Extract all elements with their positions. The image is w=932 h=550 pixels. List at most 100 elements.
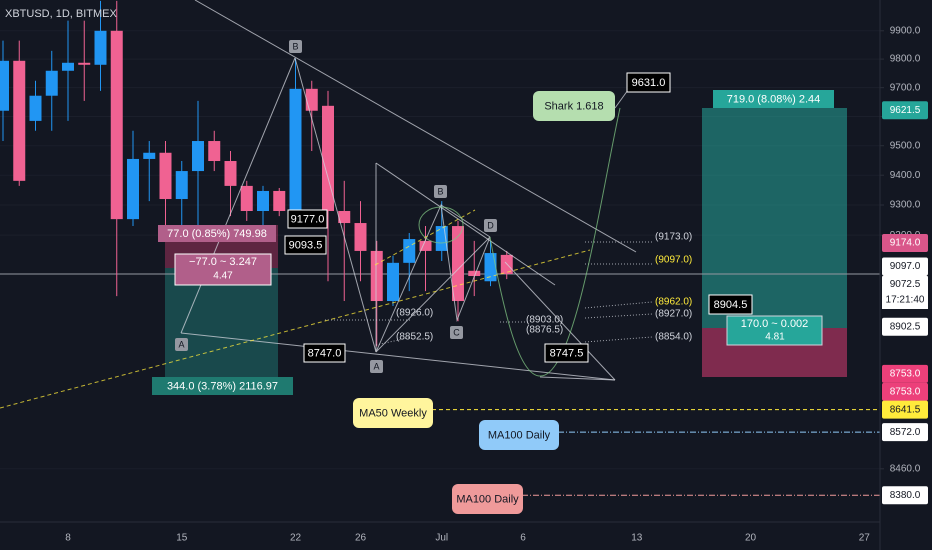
- trend-line: [180, 332, 616, 381]
- candle-body: [0, 60, 9, 111]
- annotation-box: [434, 185, 447, 198]
- annotation-box: [287, 209, 328, 229]
- price-marker: [882, 486, 928, 505]
- axis-layer: 9900.09800.09700.09600.09500.09400.09300…: [65, 25, 928, 544]
- y-tick-label: 9900.0: [890, 25, 921, 36]
- x-tick-label: 6: [520, 533, 526, 544]
- price-marker: [882, 400, 928, 419]
- candle-body: [305, 88, 318, 111]
- annotation-box: [533, 91, 615, 121]
- annotation-label: A: [178, 339, 184, 349]
- annotation-label: (8962.0): [655, 297, 692, 308]
- candle-body: [143, 152, 156, 159]
- annotation-box: [479, 420, 559, 450]
- price-marker: [882, 317, 928, 336]
- price-marker-label: 8572.0: [890, 427, 921, 438]
- price-marker-label: 9072.5: [890, 279, 921, 290]
- candle-body: [370, 250, 383, 302]
- price-marker-label: 8753.0: [890, 369, 921, 380]
- candle-body: [110, 30, 123, 220]
- candle-body: [452, 226, 464, 302]
- countdown-box: [882, 291, 928, 309]
- candle-body: [45, 70, 58, 96]
- candle-body: [403, 239, 416, 263]
- annotation-box: [158, 225, 276, 242]
- annotation-box: [708, 294, 753, 315]
- candle-body: [240, 185, 253, 212]
- candle-body: [257, 190, 269, 212]
- callout-line: [614, 89, 629, 109]
- annotation-label: (9173.0): [655, 232, 692, 243]
- price-marker: [882, 364, 928, 383]
- price-marker-label: 8902.5: [890, 321, 921, 332]
- candle-body: [354, 223, 367, 251]
- y-tick-label: 9700.0: [890, 82, 921, 93]
- price-marker: [882, 275, 928, 294]
- x-tick-label: 27: [859, 533, 871, 544]
- price-marker: [882, 382, 928, 401]
- projection-curve: [418, 206, 464, 244]
- annotation-box: [303, 343, 346, 363]
- x-tick-label: 20: [745, 533, 757, 544]
- annotation-layer: 77.0 (0.85%) 749.98 9177.0 9093.5 −77.0 ~ 3…: [152, 40, 834, 514]
- annotation-label: (9097.0): [655, 255, 692, 266]
- level-line: [584, 336, 653, 343]
- price-marker: [882, 101, 928, 120]
- annotation-label: (8876.5): [526, 325, 563, 336]
- annotation-label: 9631.0: [632, 77, 666, 89]
- projection-curve: [489, 107, 621, 377]
- y-tick-label: 9800.0: [890, 54, 921, 65]
- pattern-leg: [294, 57, 377, 353]
- annotation-label: (8927.0): [655, 309, 692, 320]
- annotation-label: (8903.0): [526, 315, 563, 326]
- annotation-box: [284, 235, 327, 255]
- annotation-label: 77.0 (0.85%) 749.98: [167, 228, 267, 240]
- annotation-label: B: [292, 41, 298, 51]
- annotation-box: [726, 315, 823, 346]
- annotation-box: [289, 40, 302, 53]
- y-tick-label: 9300.0: [890, 200, 921, 211]
- candle-body: [484, 253, 497, 282]
- annotation-label: MA100 Daily: [488, 429, 551, 441]
- price-marker: [882, 257, 928, 276]
- pattern-leg: [504, 261, 616, 381]
- x-tick-label: 22: [290, 533, 302, 544]
- annotation-label: MA50 Weekly: [359, 407, 427, 419]
- candle-body: [338, 211, 351, 224]
- annotation-label: 170.0 ~ 0.002: [741, 318, 809, 330]
- annotation-box: [353, 398, 433, 428]
- level-line: [584, 313, 653, 319]
- candle-body: [94, 30, 107, 65]
- drawings: [0, 0, 653, 409]
- annotation-label: B: [437, 186, 443, 196]
- annotation-label: A: [373, 361, 379, 371]
- candles: [0, 0, 513, 347]
- candle-body: [322, 105, 334, 212]
- triangle-line: [375, 162, 556, 286]
- x-tick-label: 13: [631, 533, 643, 544]
- pattern-leg: [180, 57, 296, 334]
- annotation-label: C: [453, 327, 460, 337]
- candle-body: [224, 161, 237, 186]
- level-line: [584, 301, 653, 309]
- price-marker-label: 8380.0: [890, 490, 921, 501]
- annotation-label: 4.47: [213, 271, 233, 282]
- candle-body: [175, 171, 188, 200]
- candle-body: [192, 141, 204, 172]
- price-marker-label: 9621.5: [890, 105, 921, 116]
- chart-title: XBTUSD, 1D, BITMEX: [5, 8, 118, 20]
- pattern-leg: [539, 376, 616, 381]
- annotation-box: [152, 377, 293, 395]
- candle-body: [419, 240, 432, 251]
- annotation-label: 9093.5: [289, 239, 323, 251]
- annotation-label: 8747.0: [308, 347, 342, 359]
- candle-body: [208, 141, 221, 162]
- annotation-label: 4.81: [765, 332, 785, 343]
- price-marker: [882, 234, 928, 253]
- candle-body: [289, 88, 302, 212]
- x-tick-label: Jul: [435, 533, 448, 544]
- annotation-box: [450, 326, 463, 339]
- candle-body: [159, 152, 172, 200]
- candle-body: [127, 158, 139, 220]
